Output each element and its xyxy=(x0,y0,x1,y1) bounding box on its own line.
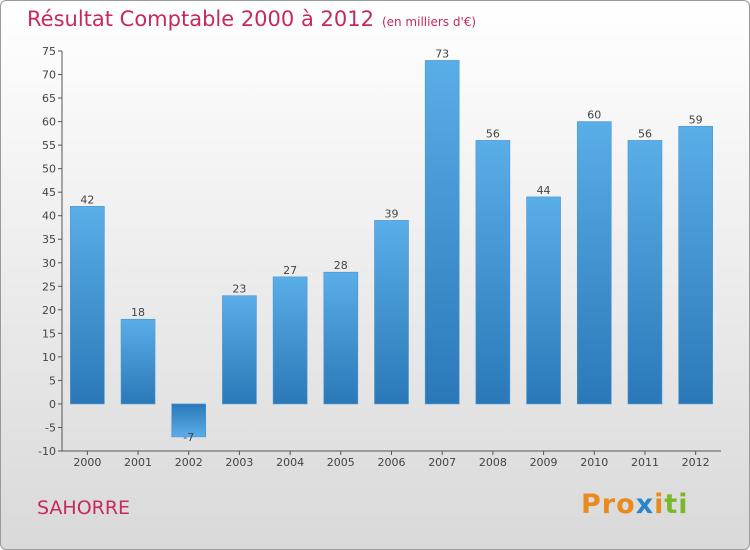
y-tick-label: 55 xyxy=(42,139,56,152)
y-tick-label: 70 xyxy=(42,69,56,82)
value-label-2004: 27 xyxy=(283,264,297,277)
x-tick-label-2002: 2002 xyxy=(175,456,203,469)
logo-letter: r xyxy=(601,489,617,520)
x-tick-label-2001: 2001 xyxy=(124,456,152,469)
bar-2008 xyxy=(475,140,511,405)
logo-letter: i xyxy=(654,489,665,520)
x-tick-label-2000: 2000 xyxy=(73,456,101,469)
value-label-2006: 39 xyxy=(385,207,399,220)
chart-title: Résultat Comptable 2000 à 2012 (en millie… xyxy=(27,7,476,31)
y-tick-label: 15 xyxy=(42,327,56,340)
value-label-2005: 28 xyxy=(334,259,348,272)
y-tick-label: 0 xyxy=(49,398,56,411)
x-tick-label-2011: 2011 xyxy=(631,456,659,469)
value-label-2003: 23 xyxy=(232,283,246,296)
proxiti-logo: Proxiti xyxy=(581,489,689,520)
y-tick-label: -5 xyxy=(45,421,56,434)
y-tick-label: 25 xyxy=(42,280,56,293)
axes: -10 -5 0 5 10 15 20 25 30 35 40 45 50 55 60 65 70 75 2000 2… xyxy=(38,45,721,469)
y-tick-label: 40 xyxy=(42,210,56,223)
y-tick-label: 5 xyxy=(49,374,56,387)
x-tick-label-2009: 2009 xyxy=(530,456,558,469)
y-tick-label: 10 xyxy=(42,351,56,364)
bar-2012 xyxy=(678,125,713,405)
y-tick-label: 35 xyxy=(42,233,56,246)
y-tick-label: 60 xyxy=(42,116,56,129)
x-tick-label-2005: 2005 xyxy=(327,456,355,469)
bar-2007 xyxy=(424,60,460,405)
commune-name: SAHORRE xyxy=(37,497,131,519)
y-tick-label: 50 xyxy=(42,163,56,176)
logo-letter: P xyxy=(581,489,602,520)
value-label-2010: 60 xyxy=(587,109,601,122)
x-tick-label-2010: 2010 xyxy=(580,456,608,469)
chart-title-text: Résultat Comptable 2000 à 2012 xyxy=(27,7,374,31)
value-label-2001: 18 xyxy=(131,306,145,319)
y-tick-label: 45 xyxy=(42,186,56,199)
logo-letter: x xyxy=(635,489,655,520)
logo-letter: t xyxy=(664,489,679,520)
x-tick-label-2012: 2012 xyxy=(682,456,710,469)
bar-2010 xyxy=(576,121,612,405)
y-tick-label: 65 xyxy=(42,92,56,105)
value-label-2008: 56 xyxy=(486,127,500,140)
bar-2003 xyxy=(222,295,257,405)
y-tick-label: -10 xyxy=(38,445,56,458)
value-label-2007: 73 xyxy=(435,47,449,60)
value-label-2000: 42 xyxy=(80,193,94,206)
bar-2006 xyxy=(374,220,409,405)
x-tick-label-2006: 2006 xyxy=(378,456,406,469)
x-tick-label-2004: 2004 xyxy=(276,456,304,469)
bar-2011 xyxy=(627,140,663,405)
x-tick-label-2007: 2007 xyxy=(428,456,456,469)
x-tick-label-2003: 2003 xyxy=(225,456,253,469)
value-label-2009: 44 xyxy=(537,184,551,197)
value-label-2011: 56 xyxy=(638,127,652,140)
y-tick-label: 20 xyxy=(42,304,56,317)
data-labels: 42 18 -7 23 27 28 39 73 56 44 60 56 59 xyxy=(80,47,702,443)
x-tick-label-2008: 2008 xyxy=(479,456,507,469)
bar-2002 xyxy=(171,403,207,438)
chart-subtitle: (en milliers d'€) xyxy=(381,15,477,29)
logo-letter: o xyxy=(616,489,636,520)
bar-2009 xyxy=(526,196,561,405)
y-tick-label: 75 xyxy=(42,45,56,58)
value-label-2002: -7 xyxy=(183,431,194,444)
bar-2004 xyxy=(272,276,308,405)
y-tick-label: 30 xyxy=(42,257,56,270)
bar-2000 xyxy=(70,205,105,405)
bar-2001 xyxy=(120,318,156,405)
bar-2005 xyxy=(323,271,359,405)
bars xyxy=(70,60,713,438)
logo-letter: i xyxy=(678,489,689,520)
value-label-2012: 59 xyxy=(689,113,703,126)
